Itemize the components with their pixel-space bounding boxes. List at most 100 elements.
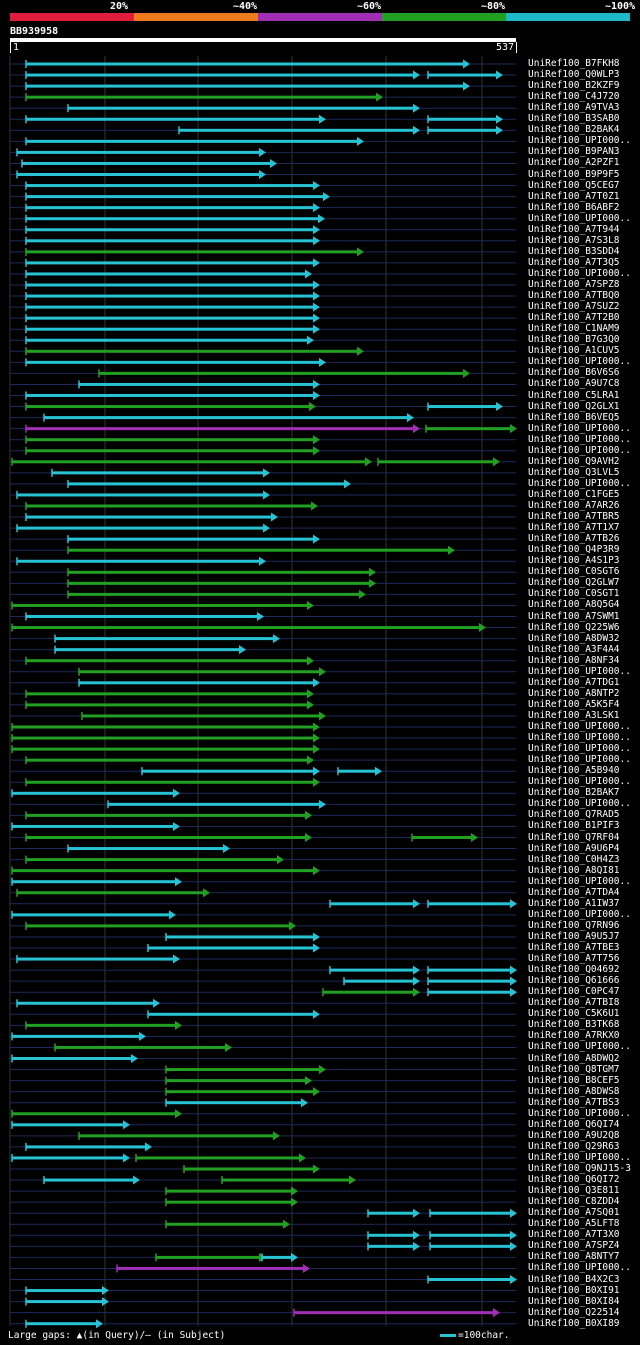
hit-segment[interactable] xyxy=(165,1219,290,1229)
hit-segment[interactable] xyxy=(25,181,320,191)
hit-segment[interactable] xyxy=(98,368,470,378)
hit-label[interactable]: UniRef100_Q9NJ15-3 xyxy=(528,1163,631,1174)
hit-segment[interactable] xyxy=(16,523,270,533)
hit-segment[interactable] xyxy=(11,877,182,887)
hit-label[interactable]: UniRef100_Q6QI74 xyxy=(528,1118,620,1130)
hit-label[interactable]: UniRef100_UPI000.. xyxy=(528,1262,631,1274)
hit-segment[interactable] xyxy=(165,1087,320,1097)
hit-label[interactable]: UniRef100_B2BAK4 xyxy=(528,124,620,136)
hit-segment[interactable] xyxy=(427,965,517,975)
hit-label[interactable]: UniRef100_Q0WLP3 xyxy=(528,69,620,81)
hit-segment[interactable] xyxy=(21,158,277,168)
hit-segment[interactable] xyxy=(25,833,312,842)
hit-label[interactable]: UniRef100_A3F4A4 xyxy=(528,643,620,655)
hit-label[interactable]: UniRef100_A4S1P3 xyxy=(528,555,620,567)
hit-segment[interactable] xyxy=(25,1319,103,1329)
hit-segment[interactable] xyxy=(78,1131,280,1141)
hit-label[interactable]: UniRef100_UPI000.. xyxy=(528,721,631,732)
hit-segment[interactable] xyxy=(427,114,503,124)
hit-label[interactable]: UniRef100_A7T3X0 xyxy=(528,1229,620,1241)
hit-label[interactable]: UniRef100_A7TBI8 xyxy=(528,997,620,1009)
hit-segment[interactable] xyxy=(25,280,320,290)
hit-segment[interactable] xyxy=(25,656,314,666)
hit-label[interactable]: UniRef100_B8CEF5 xyxy=(528,1074,620,1086)
hit-segment[interactable] xyxy=(11,1054,138,1063)
hit-segment[interactable] xyxy=(11,457,372,467)
hit-label[interactable]: UniRef100_A8QI81 xyxy=(528,864,620,876)
hit-label[interactable]: UniRef100_A7AR26 xyxy=(528,500,620,511)
hit-label[interactable]: UniRef100_Q9AVH2 xyxy=(528,455,620,467)
hit-label[interactable]: UniRef100_UPI000.. xyxy=(528,477,631,489)
hit-label[interactable]: UniRef100_B6ABF2 xyxy=(528,201,620,213)
hit-label[interactable]: UniRef100_C8ZDD4 xyxy=(528,1196,620,1208)
hit-label[interactable]: UniRef100_B7FKH8 xyxy=(528,58,620,69)
hit-segment[interactable] xyxy=(11,1153,130,1163)
hit-segment[interactable] xyxy=(427,1275,517,1284)
hit-label[interactable]: UniRef100_B9P9F5 xyxy=(528,168,620,180)
hit-label[interactable]: UniRef100_C0SGT1 xyxy=(528,588,620,600)
hit-label[interactable]: UniRef100_B3TK68 xyxy=(528,1019,620,1031)
hit-label[interactable]: UniRef100_A7S3L8 xyxy=(528,234,620,246)
hit-segment[interactable] xyxy=(25,810,312,820)
hit-segment[interactable] xyxy=(107,799,326,809)
hit-label[interactable]: UniRef100_A2PZF1 xyxy=(528,157,620,169)
hit-label[interactable]: UniRef100_B0XI89 xyxy=(528,1317,620,1329)
hit-segment[interactable] xyxy=(427,125,503,135)
hit-segment[interactable] xyxy=(25,236,320,246)
hit-segment[interactable] xyxy=(25,269,312,279)
hit-segment[interactable] xyxy=(25,501,318,511)
hit-label[interactable]: UniRef100_B6V6S6 xyxy=(528,367,620,379)
hit-segment[interactable] xyxy=(427,976,517,986)
hit-segment[interactable] xyxy=(25,313,320,323)
hit-segment[interactable] xyxy=(429,1241,517,1251)
hit-label[interactable]: UniRef100_A1IW37 xyxy=(528,897,620,909)
hit-segment[interactable] xyxy=(322,987,420,997)
hit-segment[interactable] xyxy=(367,1241,420,1251)
hit-segment[interactable] xyxy=(25,324,320,334)
hit-segment[interactable] xyxy=(16,954,180,964)
hit-segment[interactable] xyxy=(11,788,180,798)
hit-segment[interactable] xyxy=(25,1297,109,1307)
hit-label[interactable]: UniRef100_Q61666 xyxy=(528,975,620,987)
hit-segment[interactable] xyxy=(427,899,517,909)
hit-label[interactable]: UniRef100_B3SAB0 xyxy=(528,113,620,125)
hit-label[interactable]: UniRef100_A9U6P4 xyxy=(528,842,620,854)
hit-segment[interactable] xyxy=(16,888,210,898)
hit-segment[interactable] xyxy=(165,1197,298,1207)
hit-label[interactable]: UniRef100_B7G3Q0 xyxy=(528,334,620,346)
hit-label[interactable]: UniRef100_Q7RAD5 xyxy=(528,809,620,821)
hit-segment[interactable] xyxy=(147,1009,320,1019)
hit-segment[interactable] xyxy=(165,1065,326,1075)
hit-label[interactable]: UniRef100_A8DWQ2 xyxy=(528,1052,620,1064)
hit-label[interactable]: UniRef100_A7TB26 xyxy=(528,533,620,545)
hit-label[interactable]: UniRef100_Q3E811 xyxy=(528,1185,620,1197)
hit-label[interactable]: UniRef100_A9U5J7 xyxy=(528,930,620,942)
hit-segment[interactable] xyxy=(367,1230,420,1240)
hit-label[interactable]: UniRef100_UPI000.. xyxy=(528,732,631,744)
hit-label[interactable]: UniRef100_Q6QI72 xyxy=(528,1174,620,1186)
hit-label[interactable]: UniRef100_A7T3Q5 xyxy=(528,256,620,268)
hit-label[interactable]: UniRef100_Q2GLW7 xyxy=(528,577,620,589)
hit-label[interactable]: UniRef100_UPI000.. xyxy=(528,798,631,810)
hit-segment[interactable] xyxy=(427,70,503,80)
hit-segment[interactable] xyxy=(11,821,180,831)
hit-label[interactable]: UniRef100_A8NTY7 xyxy=(528,1251,620,1263)
hit-segment[interactable] xyxy=(25,291,320,301)
hit-segment[interactable] xyxy=(427,987,517,997)
hit-label[interactable]: UniRef100_C4J720 xyxy=(528,91,620,103)
hit-label[interactable]: UniRef100_C1NAM9 xyxy=(528,323,620,335)
hit-label[interactable]: UniRef100_A7TBQ0 xyxy=(528,290,620,302)
hit-segment[interactable] xyxy=(25,258,320,268)
hit-segment[interactable] xyxy=(16,998,160,1008)
hit-label[interactable]: UniRef100_A7T756 xyxy=(528,953,620,965)
hit-label[interactable]: UniRef100_C5LRA1 xyxy=(528,389,620,401)
hit-label[interactable]: UniRef100_UPI000.. xyxy=(528,135,631,147)
hit-segment[interactable] xyxy=(155,1252,266,1262)
hit-segment[interactable] xyxy=(78,667,326,677)
hit-segment[interactable] xyxy=(11,722,320,732)
hit-segment[interactable] xyxy=(54,645,246,655)
hit-segment[interactable] xyxy=(67,479,351,489)
hit-label[interactable]: UniRef100_A8NTP2 xyxy=(528,687,620,699)
hit-segment[interactable] xyxy=(25,755,314,765)
hit-segment[interactable] xyxy=(147,943,320,953)
